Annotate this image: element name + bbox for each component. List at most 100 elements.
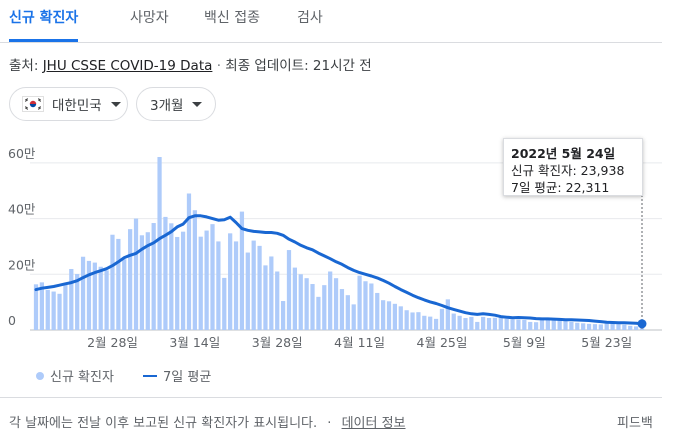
chevron-down-icon: [110, 101, 121, 107]
bar: [210, 224, 215, 330]
chevron-down-icon: [192, 101, 203, 107]
bar: [310, 284, 315, 330]
bar: [322, 285, 327, 330]
region-select[interactable]: 대한민국: [9, 87, 128, 121]
bar: [39, 282, 45, 330]
bar: [92, 262, 97, 330]
feedback-link[interactable]: 피드백: [617, 416, 653, 431]
bar: [145, 232, 150, 330]
chart-tooltip: 2022년 5월 24일 신규 확진자: 23,938 7일 평균: 22,31…: [503, 138, 643, 196]
bar: [133, 218, 139, 330]
bar: [110, 234, 115, 330]
bar: [381, 300, 386, 330]
bar: [45, 289, 50, 330]
bar: [104, 270, 109, 330]
last-updated: 최종 업데이트: 21시간 전: [225, 58, 372, 74]
x-tick-label: 4월 11일: [334, 335, 385, 350]
bar: [616, 324, 621, 330]
bar: [263, 265, 268, 330]
bar: [157, 157, 162, 330]
footer-note: 각 날짜에는 전날 이후 보고된 신규 확진자가 표시됩니다. · 데이터 정보: [9, 412, 406, 431]
bar: [186, 193, 192, 330]
bar: [216, 241, 221, 330]
bar: [228, 233, 233, 330]
bar: [51, 291, 56, 330]
bar: [469, 316, 474, 330]
legend-line-icon: [143, 374, 157, 377]
bar: [269, 256, 274, 330]
bar: [533, 322, 539, 330]
y-tick-label: 0: [8, 313, 16, 328]
bar: [563, 320, 568, 330]
bar: [569, 321, 574, 330]
source-link[interactable]: JHU CSSE COVID-19 Data: [42, 58, 213, 74]
bar: [369, 283, 374, 330]
x-tick-label: 4월 25일: [417, 335, 468, 350]
bar: [498, 317, 503, 330]
bar: [545, 318, 550, 330]
footer-separator: ·: [327, 416, 332, 431]
source-line: 출처: JHU CSSE COVID-19 Data · 최종 업데이트: 21…: [9, 54, 372, 74]
bar: [75, 274, 80, 330]
bar: [57, 293, 62, 330]
region-label: 대한민국: [52, 98, 102, 114]
bar: [481, 316, 486, 330]
bar: [63, 284, 68, 330]
period-select[interactable]: 3개월: [136, 87, 216, 121]
bar: [198, 236, 203, 330]
bar: [251, 240, 256, 330]
bar: [163, 216, 168, 330]
tab-new-cases[interactable]: 신규 확진자: [9, 0, 79, 42]
bar: [410, 312, 415, 330]
bar: [351, 304, 356, 330]
footer-note-text: 각 날짜에는 전날 이후 보고된 신규 확진자가 표시됩니다.: [9, 416, 318, 431]
data-info-link[interactable]: 데이터 정보: [341, 416, 406, 431]
bar: [433, 318, 439, 330]
bar: [451, 313, 456, 330]
y-tick-label: 60만: [8, 146, 36, 161]
bar: [169, 223, 174, 330]
bar: [475, 321, 480, 330]
bar: [439, 308, 445, 330]
cases-chart[interactable]: 0 20만 40만 60만 2월 28일 3월 14일 3월 28일 4월 11일 4월 25…: [0, 135, 662, 360]
bar: [398, 306, 403, 330]
bar: [575, 322, 580, 330]
tab-testing[interactable]: 검사: [297, 10, 323, 26]
x-tick-label: 5월 9일: [503, 335, 546, 350]
bar: [180, 231, 186, 330]
bar: [357, 275, 362, 330]
bar: [492, 317, 498, 330]
bar: [239, 211, 245, 330]
bar: [604, 323, 609, 330]
y-tick-label: 20만: [8, 257, 36, 272]
bar: [528, 321, 533, 330]
bar: [551, 319, 556, 330]
bar: [192, 210, 197, 330]
legend-line-label: 7일 평균: [163, 370, 212, 385]
bar: [375, 292, 380, 330]
bar: [151, 223, 156, 330]
bar: [457, 315, 462, 330]
bar: [504, 318, 509, 330]
bar: [392, 303, 398, 330]
bar: [339, 289, 345, 330]
bar: [445, 299, 450, 330]
bar: [539, 318, 545, 330]
bar: [622, 324, 627, 330]
bar: [486, 318, 492, 330]
bar: [404, 310, 409, 330]
tab-vaccination[interactable]: 백신 접종: [204, 10, 260, 26]
bar: [298, 274, 303, 330]
bar: [286, 250, 292, 330]
x-tick-label: 2월 28일: [87, 335, 138, 350]
bar: [139, 235, 145, 330]
korea-flag-icon: [22, 96, 44, 112]
bar: [233, 241, 239, 330]
bar: [257, 245, 262, 330]
bar: [280, 301, 286, 330]
tab-deaths[interactable]: 사망자: [130, 10, 169, 26]
bar: [422, 315, 427, 330]
bar: [98, 266, 103, 330]
bar: [33, 284, 39, 330]
bar: [510, 319, 515, 330]
